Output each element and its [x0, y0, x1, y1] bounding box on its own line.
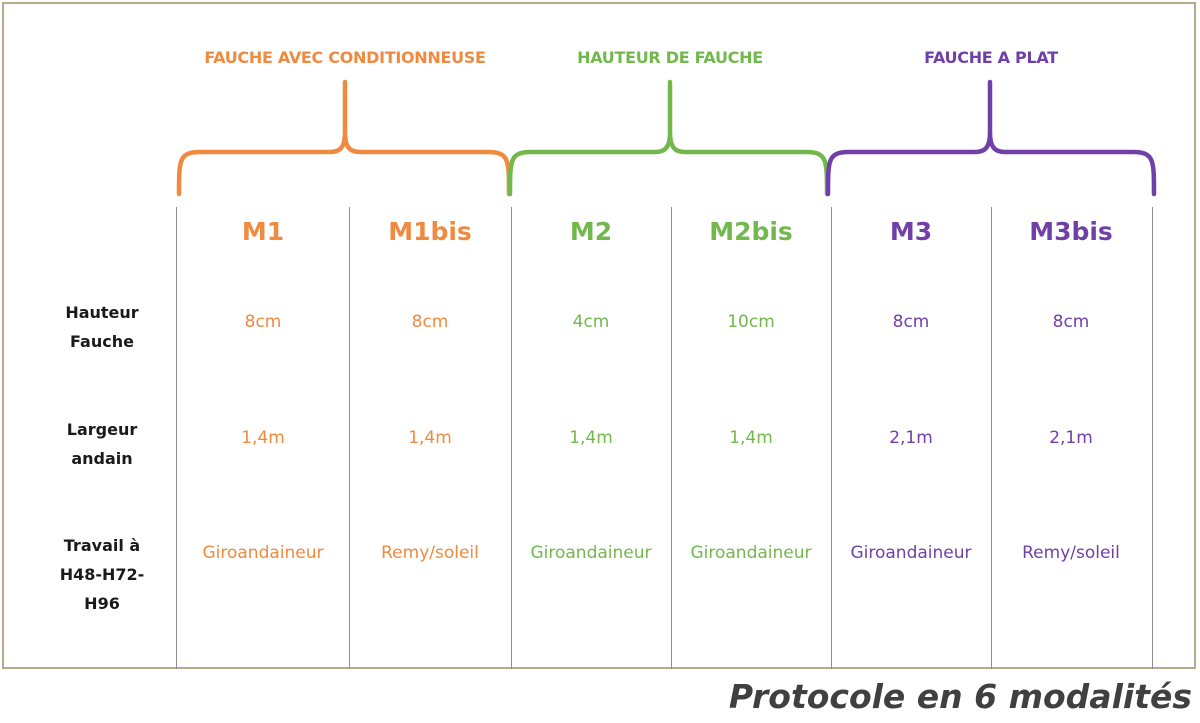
row-label-hauteur-fauche: Hauteur Fauche — [40, 298, 164, 356]
cell-hauteur-m2bis: 10cm — [727, 312, 775, 332]
cell-largeur-m3: 2,1m — [889, 428, 933, 448]
cell-hauteur-m1: 8cm — [244, 312, 282, 332]
column-header-m2: M2 — [569, 217, 613, 246]
group-title-fauche-a-plat: FAUCHE A PLAT — [924, 48, 1058, 67]
cell-largeur-m2bis: 1,4m — [729, 428, 773, 448]
cell-travail-m3: Giroandaineur — [850, 543, 972, 563]
cell-hauteur-m1bis: 8cm — [411, 312, 449, 332]
column-separator — [349, 207, 350, 669]
diagram-frame — [2, 2, 1196, 669]
cell-hauteur-m3bis: 8cm — [1052, 312, 1090, 332]
brace-hauteur-de-fauche — [507, 79, 830, 197]
column-separator — [671, 207, 672, 669]
cell-travail-m1bis: Remy/soleil — [381, 543, 479, 563]
cell-largeur-m2: 1,4m — [569, 428, 613, 448]
cell-hauteur-m2: 4cm — [572, 312, 610, 332]
brace-conditionneuse — [176, 79, 512, 197]
row-label-travail: Travail à H48-H72- H96 — [40, 531, 164, 618]
row-label-line: H96 — [84, 594, 120, 613]
column-separator — [831, 207, 832, 669]
group-title-hauteur-de-fauche: HAUTEUR DE FAUCHE — [577, 48, 763, 67]
cell-largeur-m1: 1,4m — [241, 428, 285, 448]
cell-travail-m1: Giroandaineur — [202, 543, 324, 563]
cell-travail-m2: Giroandaineur — [530, 543, 652, 563]
brace-fauche-a-plat — [825, 79, 1157, 197]
row-label-largeur-andain: Largeur andain — [40, 415, 164, 473]
column-separator — [1152, 207, 1153, 669]
cell-travail-m2bis: Giroandaineur — [690, 543, 812, 563]
row-label-line: Travail à — [63, 536, 141, 555]
column-header-m2bis: M2bis — [709, 217, 793, 246]
group-title-conditionneuse: FAUCHE AVEC CONDITIONNEUSE — [204, 48, 486, 67]
column-separator — [176, 207, 177, 669]
column-header-m1: M1 — [241, 217, 285, 246]
column-header-m3bis: M3bis — [1029, 217, 1113, 246]
column-header-m3: M3 — [889, 217, 933, 246]
row-label-line: andain — [71, 449, 133, 468]
row-label-line: Fauche — [70, 332, 134, 351]
column-separator — [511, 207, 512, 669]
cell-largeur-m1bis: 1,4m — [408, 428, 452, 448]
row-label-line: Hauteur — [65, 303, 139, 322]
caption: Protocole en 6 modalités — [728, 677, 1192, 716]
cell-hauteur-m3: 8cm — [892, 312, 930, 332]
row-label-line: Largeur — [66, 420, 138, 439]
cell-travail-m3bis: Remy/soleil — [1022, 543, 1120, 563]
column-header-m1bis: M1bis — [388, 217, 472, 246]
cell-largeur-m3bis: 2,1m — [1049, 428, 1093, 448]
column-separator — [991, 207, 992, 669]
row-label-line: H48-H72- — [59, 565, 145, 584]
